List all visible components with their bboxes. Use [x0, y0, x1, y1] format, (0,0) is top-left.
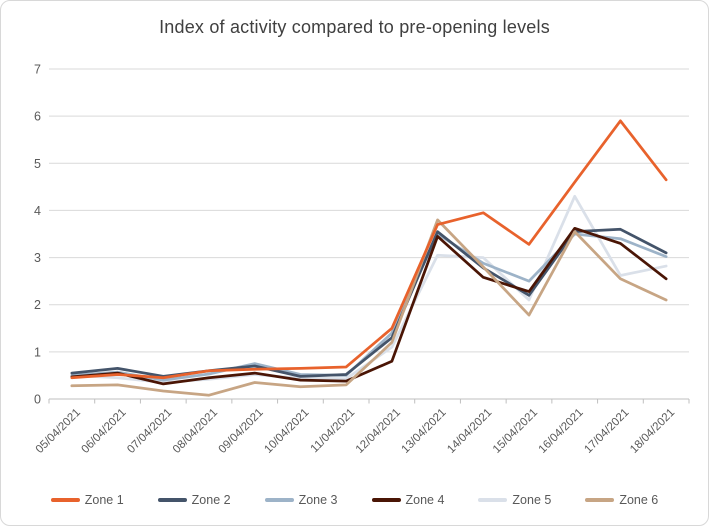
legend-label: Zone 1	[84, 493, 124, 507]
x-axis-label: 16/04/2021	[537, 407, 586, 456]
legend-label: Zone 3	[298, 493, 338, 507]
series-line-zone-3	[70, 232, 668, 382]
x-axis-label: 12/04/2021	[354, 407, 403, 456]
x-axis-label: 18/04/2021	[628, 407, 677, 456]
y-axis-label: 2	[34, 298, 41, 312]
y-axis-label: 5	[34, 157, 41, 171]
x-axis-label: 11/04/2021	[309, 407, 358, 456]
y-axis-label: 1	[34, 345, 41, 359]
legend-swatch-icon	[371, 498, 401, 502]
legend-label: Zone 5	[512, 493, 552, 507]
x-axis-label: 14/04/2021	[445, 407, 494, 456]
x-axis-label: 15/04/2021	[491, 407, 540, 456]
x-axis-label: 10/04/2021	[262, 407, 311, 456]
legend-item-zone-4: Zone 4	[371, 493, 445, 507]
chart-legend: Zone 1 Zone 2 Zone 3 Zone 4 Zone 5 Zone 6	[1, 493, 708, 507]
x-axis-label: 09/04/2021	[217, 407, 266, 456]
series-line-zone-6	[70, 218, 668, 397]
x-axis-label: 17/04/2021	[582, 407, 631, 456]
y-axis-label: 3	[34, 251, 41, 265]
legend-swatch-icon	[478, 498, 508, 502]
legend-label: Zone 4	[405, 493, 445, 507]
x-axis-label: 13/04/2021	[400, 407, 449, 456]
x-axis-label: 05/04/2021	[34, 407, 83, 456]
legend-label: Zone 6	[619, 493, 659, 507]
legend-swatch-icon	[585, 498, 615, 502]
y-axis-label: 4	[34, 204, 41, 218]
legend-item-zone-2: Zone 2	[157, 493, 231, 507]
y-axis-label: 7	[34, 63, 41, 77]
legend-swatch-icon	[264, 498, 294, 502]
legend-item-zone-5: Zone 5	[478, 493, 551, 507]
legend-label: Zone 2	[191, 493, 231, 507]
y-axis-label: 0	[34, 393, 41, 407]
legend-swatch-icon	[50, 498, 80, 502]
series-line-zone-4	[70, 226, 668, 386]
x-axis-label: 07/04/2021	[125, 407, 174, 456]
series-line-zone-1	[70, 119, 668, 380]
legend-item-zone-6: Zone 6	[585, 493, 658, 507]
x-axis-label: 08/04/2021	[171, 407, 220, 456]
x-axis-label: 06/04/2021	[80, 407, 129, 456]
y-axis-label: 6	[34, 110, 41, 124]
legend-item-zone-1: Zone 1	[50, 493, 124, 507]
legend-item-zone-3: Zone 3	[264, 493, 338, 507]
chart-title: Index of activity compared to pre-openin…	[159, 17, 550, 37]
legend-swatch-icon	[157, 498, 187, 502]
